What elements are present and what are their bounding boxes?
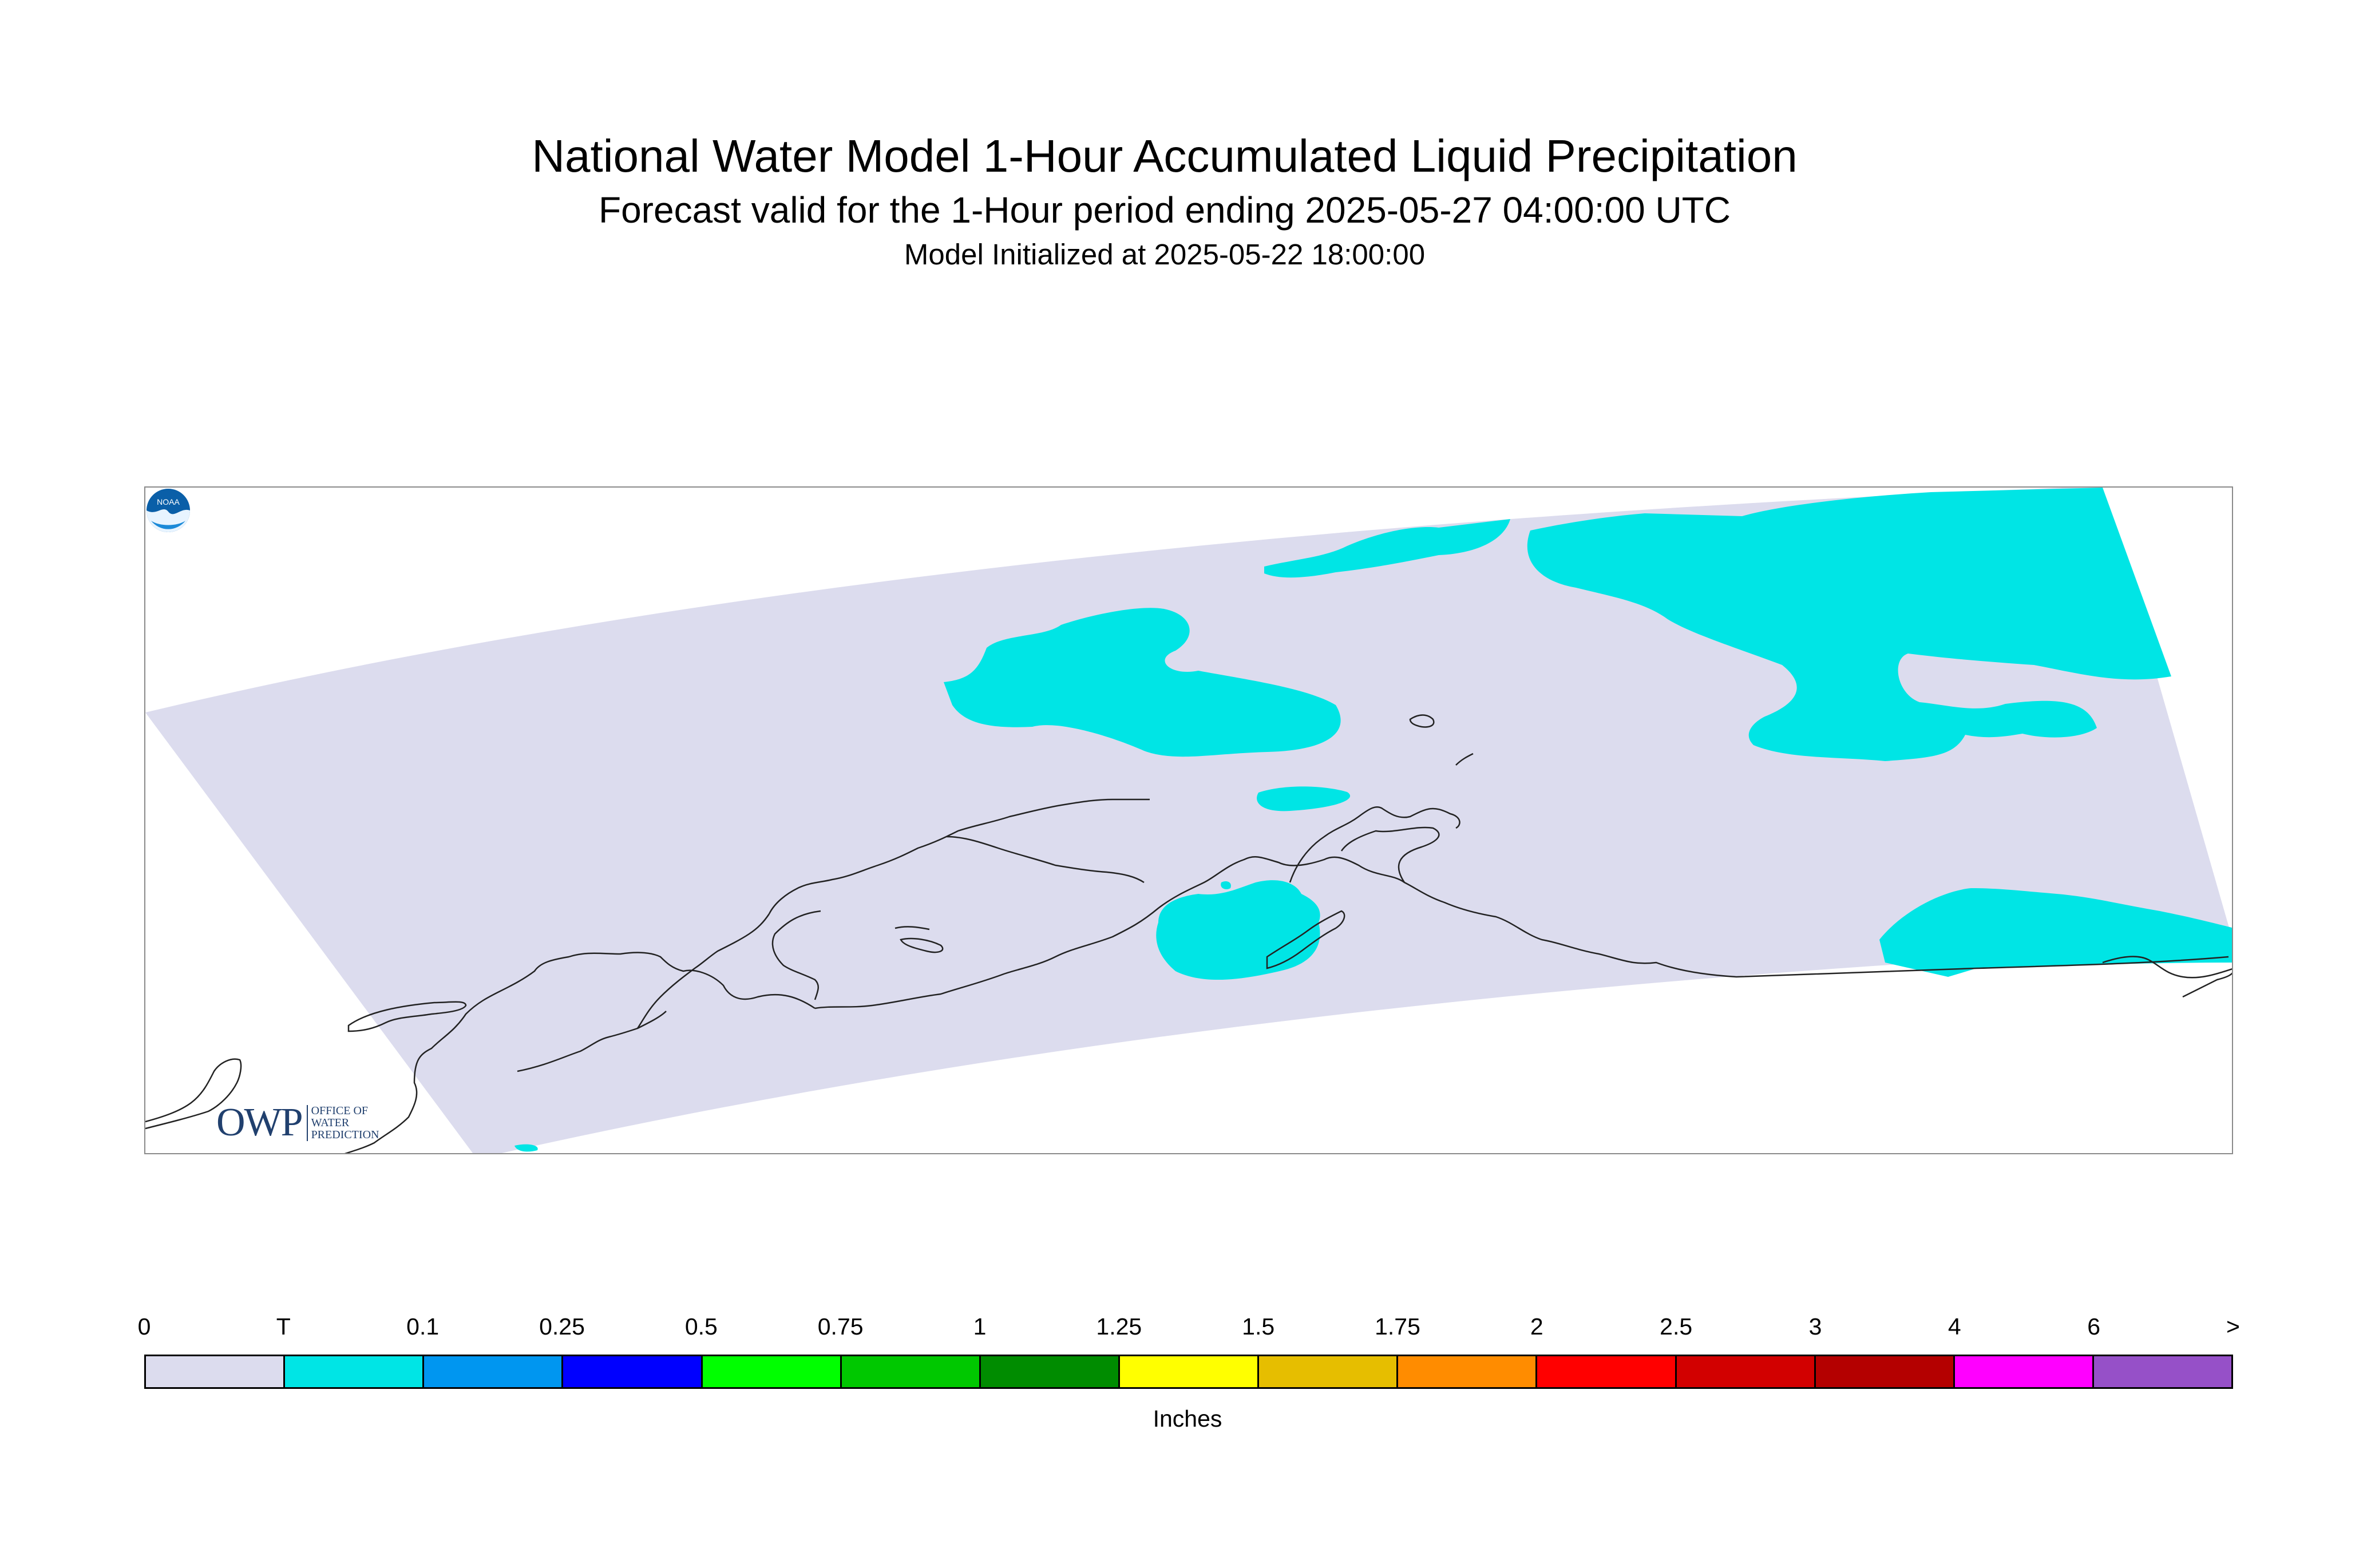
legend-swatch xyxy=(841,1356,981,1387)
precip-area-speck xyxy=(1221,881,1231,889)
legend-swatch xyxy=(1398,1356,1538,1387)
coastline-east-loop xyxy=(2102,956,2232,979)
legend-tick-label: 1.25 xyxy=(1096,1313,1142,1340)
owp-logo-text: OFFICE OF WATER PREDICTION xyxy=(306,1104,379,1141)
coastline-kotzebue xyxy=(946,836,1145,884)
precip-area-kodiak-region xyxy=(1156,880,1320,980)
owp-logo-text-line1: OFFICE OF xyxy=(311,1104,369,1117)
legend-tick-label: 2 xyxy=(1530,1313,1543,1340)
coastline-kodiak-island xyxy=(1266,910,1345,969)
legend-tick-label: 6 xyxy=(2087,1313,2101,1340)
legend-swatch xyxy=(1119,1356,1260,1387)
noaa-logo: NOAA xyxy=(147,489,190,532)
coastline-east-bay xyxy=(2182,972,2232,998)
owp-logo-text-line2: WATER xyxy=(311,1116,350,1129)
coastline-nunivak xyxy=(347,1001,467,1032)
legend-tick-label: > xyxy=(2226,1313,2240,1340)
coastline-cook-inlet xyxy=(1340,826,1440,883)
coastline-norton-sound xyxy=(636,913,770,1029)
coastline-small-lake xyxy=(894,926,930,930)
map-panel: OWP OFFICE OF WATER PREDICTION NOAA xyxy=(144,486,2233,1154)
owp-logo-mark: OWP xyxy=(216,1100,303,1145)
precip-area-central-north xyxy=(944,608,1341,757)
legend-swatch xyxy=(1815,1356,1955,1387)
legend-tick-label: 3 xyxy=(1808,1313,1822,1340)
model-domain-area xyxy=(145,488,2232,1153)
coastline-alaska-peninsula xyxy=(814,856,2229,1009)
coastline-yukon-delta xyxy=(517,1011,667,1072)
legend-tick-label: 0.1 xyxy=(406,1313,440,1340)
legend-swatch xyxy=(285,1356,425,1387)
coastline-kenai-peninsula xyxy=(1289,806,1460,883)
legend-units: Inches xyxy=(1153,1405,1222,1432)
legend-swatch xyxy=(1954,1356,2094,1387)
legend-tick-label: 1.5 xyxy=(1242,1313,1275,1340)
color-legend-bar xyxy=(144,1355,2233,1389)
legend-swatch xyxy=(563,1356,703,1387)
legend-tick-label: 0.75 xyxy=(817,1313,864,1340)
legend-swatch xyxy=(146,1356,286,1387)
legend-swatch xyxy=(1676,1356,1816,1387)
coastline-seward-peninsula xyxy=(768,798,1150,914)
precip-area-southwest-edge xyxy=(514,1144,538,1152)
legend-tick-label: 1 xyxy=(973,1313,987,1340)
page-title: National Water Model 1-Hour Accumulated … xyxy=(532,130,1798,181)
legend-swatch xyxy=(980,1356,1120,1387)
trace-precipitation-areas xyxy=(514,488,2232,1152)
owp-logo: OWP OFFICE OF WATER PREDICTION xyxy=(216,1103,379,1143)
legend-tick-label: T xyxy=(276,1313,291,1340)
legend-swatch xyxy=(424,1356,564,1387)
coastline-nw-island xyxy=(1409,714,1435,728)
coastlines xyxy=(145,714,2232,1153)
coastline-west-landmass xyxy=(145,1058,242,1130)
legend-tick-label: 4 xyxy=(1948,1313,1961,1340)
coastline-inland-arc xyxy=(771,910,821,1000)
legend-swatch xyxy=(1259,1356,1399,1387)
precip-area-northeast xyxy=(1527,488,2171,761)
page-subtitle: Forecast valid for the 1-Hour period end… xyxy=(598,189,1731,231)
precip-area-small-oval xyxy=(1257,786,1351,811)
owp-logo-text-line3: PREDICTION xyxy=(311,1128,379,1141)
legend-tick-label: 0.25 xyxy=(539,1313,585,1340)
precipitation-map xyxy=(145,488,2232,1153)
coastline-bristol-bay xyxy=(344,952,816,1153)
coastline-lake-iliamna xyxy=(900,937,944,953)
precip-area-southeast xyxy=(1879,888,2232,977)
legend-labels: 0 T 0.1 0.25 0.5 0.75 1 1.25 1.5 1.75 2 2.5 3 4 6 > xyxy=(138,1313,2240,1342)
legend-tick-label: 0 xyxy=(137,1313,151,1340)
header: National Water Model 1-Hour Accumulated … xyxy=(0,129,2329,273)
precip-area-north-strip xyxy=(1264,519,1510,578)
coastline-nw-island-2 xyxy=(1455,753,1474,766)
legend-swatch xyxy=(1537,1356,1677,1387)
legend-tick-label: 1.75 xyxy=(1375,1313,1420,1340)
legend-swatch xyxy=(702,1356,842,1387)
model-initialized-text: Model Initialized at 2025-05-22 18:00:00 xyxy=(904,238,1426,271)
legend-tick-label: 2.5 xyxy=(1660,1313,1693,1340)
legend-swatch xyxy=(2093,1356,2232,1387)
noaa-logo-text: NOAA xyxy=(157,497,180,506)
legend-tick-label: 0.5 xyxy=(684,1313,718,1340)
